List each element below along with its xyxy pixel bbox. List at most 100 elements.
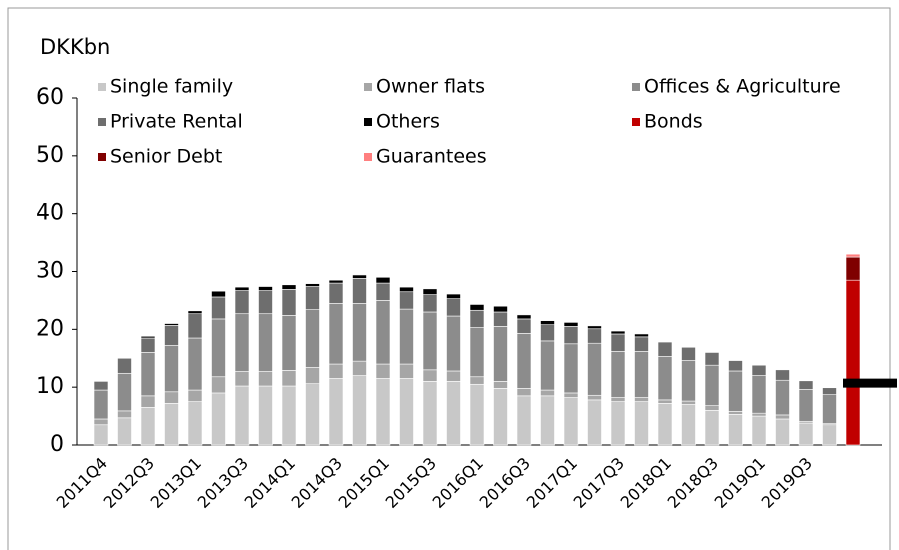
bar-segment: [281, 289, 297, 316]
y-tick-label: 40: [36, 201, 64, 226]
bar-segment: [610, 333, 626, 352]
bar-segment: [610, 401, 626, 446]
bar-segment: [728, 360, 743, 372]
bar-segment: [704, 405, 720, 411]
bar-segment: [775, 379, 790, 416]
legend-label: Offices & Agriculture: [644, 76, 841, 98]
bar-segment: [516, 388, 532, 397]
bar-segment: [822, 387, 837, 395]
bar-segment: [211, 318, 226, 378]
legend-label: Guarantees: [376, 146, 487, 168]
bar-segment: [352, 274, 367, 279]
x-tick-label: 2018Q1: [617, 454, 675, 512]
bar-segment: [563, 392, 579, 398]
bar-segment: [493, 326, 508, 382]
x-tick-label: 2014Q3: [288, 454, 346, 512]
bar-segment: [563, 397, 579, 446]
bar-segment: [516, 333, 532, 389]
x-tick-label: 2011Q4: [53, 454, 111, 512]
bar-segment: [469, 309, 485, 328]
legend-swatch: [98, 153, 106, 161]
bar-segment: [187, 313, 203, 339]
bar-segment: [234, 371, 250, 387]
bar-segment: [140, 407, 156, 446]
bar-segment: [140, 395, 156, 408]
bar-segment: [728, 411, 743, 415]
bar-segment: [140, 337, 156, 353]
bar-segment: [258, 290, 273, 315]
bar-segment: [493, 305, 508, 313]
x-tick-label: 2019Q3: [758, 454, 816, 512]
bar-segment: [493, 381, 508, 389]
legend-swatch: [632, 83, 640, 91]
bar-segment: [540, 389, 555, 397]
bar-segment: [587, 399, 602, 446]
bar-segment: [211, 376, 226, 394]
bar-segment: [352, 375, 367, 446]
bar-segment: [164, 403, 179, 446]
bar-segment: [375, 363, 391, 379]
bar-segment: [117, 410, 132, 419]
bar-segment: [587, 342, 602, 396]
bar-segment: [93, 418, 109, 426]
bar-segment: [845, 279, 861, 446]
legend-swatch: [364, 118, 372, 126]
legend-swatch: [364, 153, 372, 161]
legend-label: Private Rental: [110, 111, 243, 133]
bar-segment: [516, 314, 532, 320]
bar-segment: [657, 341, 673, 357]
bar-segment: [422, 288, 438, 295]
bar-segment: [117, 372, 132, 412]
x-tick-label: 2015Q1: [335, 454, 393, 512]
bar-segment: [751, 412, 767, 417]
bar-segment: [446, 370, 461, 382]
x-tick-label: 2015Q3: [382, 454, 440, 512]
bar-segment: [258, 385, 273, 446]
y-tick-label: 20: [36, 316, 64, 341]
bar-segment: [751, 375, 767, 414]
bar-segment: [775, 369, 790, 381]
bar-segment: [446, 298, 461, 317]
bar-segment: [587, 325, 602, 330]
bar-segment: [164, 345, 179, 393]
bar-segment: [187, 401, 203, 446]
legend-label: Owner flats: [376, 76, 485, 98]
bar-segment: [681, 404, 696, 446]
bar-segment: [93, 389, 109, 420]
y-tick-label: 10: [36, 374, 64, 399]
bar-segment: [375, 282, 391, 301]
bar-segment: [822, 424, 837, 446]
bar-segment: [93, 424, 109, 446]
bar-segment: [234, 290, 250, 315]
x-tick-label: 2013Q3: [194, 454, 252, 512]
bar-segment: [681, 346, 696, 361]
bar-segment: [469, 304, 485, 311]
bar-segment: [399, 291, 414, 310]
legend-label: Senior Debt: [110, 146, 222, 168]
bar-segment: [164, 324, 179, 346]
bar-segment: [352, 278, 367, 304]
y-tick-label: 60: [36, 85, 64, 110]
bar-segment: [258, 371, 273, 387]
bar-segment: [751, 364, 767, 376]
bar-segment: [117, 357, 132, 374]
bar-segment: [422, 381, 438, 446]
bar-segment: [587, 394, 602, 401]
bar-segment: [563, 343, 579, 394]
bar-segment: [352, 303, 367, 362]
bar-segment: [798, 389, 814, 422]
bar-segment: [187, 310, 203, 315]
bar-segment: [657, 356, 673, 401]
bar-segment: [375, 276, 391, 284]
y-tick-label: 30: [36, 259, 64, 284]
bar-segment: [493, 311, 508, 327]
bar-segment: [164, 391, 179, 404]
x-tick-label: 2013Q1: [147, 454, 205, 512]
bar-segment: [728, 370, 743, 412]
bar-segment: [540, 340, 555, 391]
bar-segment: [610, 351, 626, 398]
bar-segment: [399, 308, 414, 365]
bar-segment: [540, 324, 555, 342]
bar-segment: [775, 418, 790, 446]
